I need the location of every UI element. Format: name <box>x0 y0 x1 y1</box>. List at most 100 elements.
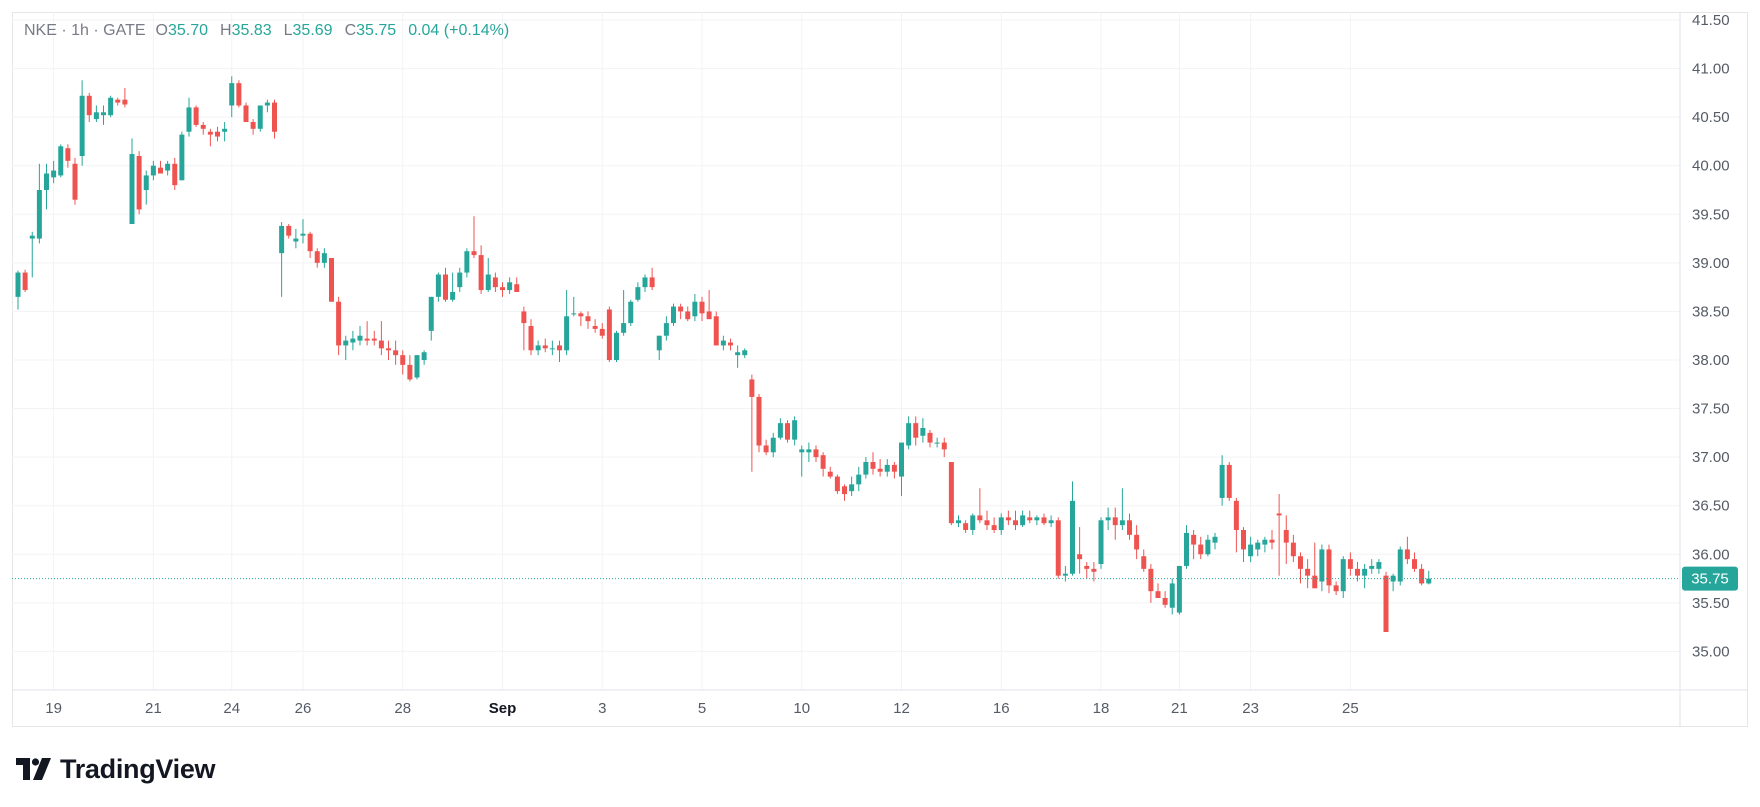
candle-body <box>571 313 577 315</box>
candlestick-chart[interactable]: 41.50 41.00 40.50 40.00 39.50 39.00 38.50 38.00… <box>0 0 1760 740</box>
candle-body <box>699 301 705 314</box>
high-label: H <box>220 22 232 39</box>
candle-body <box>485 274 491 291</box>
candle-body <box>15 272 21 297</box>
candle-body <box>592 326 598 329</box>
candle-body <box>749 379 755 397</box>
candles <box>15 76 1432 633</box>
candle-body <box>991 525 997 531</box>
x-tick-label: Sep <box>489 700 517 717</box>
candle-body <box>222 128 228 132</box>
candle-body <box>272 102 277 132</box>
candle-body <box>913 423 919 438</box>
x-tick-label: 19 <box>45 700 62 717</box>
y-tick-label: 41.50 <box>1692 12 1730 29</box>
x-tick-label: 21 <box>145 700 162 717</box>
candle-body <box>464 251 470 273</box>
candle-body <box>478 255 484 291</box>
candle-body <box>108 97 114 116</box>
candle-body <box>421 352 427 361</box>
candle-body <box>884 464 890 472</box>
candle-body <box>763 445 769 453</box>
candle-body <box>1013 520 1018 526</box>
candle-body <box>927 432 933 443</box>
candle-body <box>172 163 178 186</box>
candle-body <box>984 520 990 526</box>
candle-body <box>1020 515 1026 526</box>
candle-body <box>656 335 662 351</box>
candle-body <box>806 449 812 453</box>
candle-body <box>1176 565 1182 613</box>
candle-body <box>165 163 171 171</box>
low-label: L <box>283 22 293 39</box>
x-tick-label: 18 <box>1093 700 1110 717</box>
candle-body <box>1048 520 1054 524</box>
x-tick-label: 26 <box>295 700 312 717</box>
candle-body <box>1412 559 1417 569</box>
candle-body <box>1212 536 1218 543</box>
candle-body <box>229 83 235 106</box>
candle-body <box>1376 562 1382 569</box>
candle-body <box>1070 500 1075 574</box>
candle-body <box>1162 598 1168 605</box>
candle-body <box>1419 568 1425 584</box>
candle-body <box>621 323 627 333</box>
candle-body <box>386 348 391 351</box>
candle-body <box>101 112 106 116</box>
y-tick-label: 38.00 <box>1692 352 1730 369</box>
candle-body <box>1404 549 1410 560</box>
candle-body <box>1041 517 1047 524</box>
candle-body <box>970 515 976 531</box>
candle-body <box>179 134 185 181</box>
candle-body <box>457 272 463 288</box>
candle-body <box>72 163 78 200</box>
brand-name: TradingView <box>60 753 216 784</box>
high-value: 35.83 <box>231 22 272 39</box>
candle-body <box>1333 585 1339 592</box>
candle-body <box>1198 544 1204 555</box>
candle-body <box>692 301 698 317</box>
ohlc-legend: NKE · 1h · GATE O 35.70 H 35.83 L 35.69 C 35… <box>24 22 509 40</box>
candle-body <box>1084 565 1090 569</box>
candle-body <box>1005 517 1011 521</box>
candle-body <box>79 95 85 157</box>
candle-body <box>129 154 135 225</box>
open-label: O <box>155 22 168 39</box>
candle-body <box>343 340 349 346</box>
candle-body <box>1141 556 1147 569</box>
candle-body <box>735 352 741 356</box>
candle-body <box>756 396 762 446</box>
candle-body <box>1290 542 1296 557</box>
candle-body <box>614 332 619 361</box>
y-tick-label: 41.00 <box>1692 61 1730 78</box>
candle-body <box>58 146 64 176</box>
axes: 41.50 41.00 40.50 40.00 39.50 39.00 38.50 38.00… <box>12 12 1748 727</box>
candle-body <box>300 233 306 236</box>
candle-body <box>1355 568 1360 576</box>
x-tick-label: 23 <box>1242 700 1259 717</box>
candle-body <box>863 462 869 475</box>
candle-body <box>834 476 840 492</box>
candle-body <box>920 428 926 436</box>
candle-body <box>870 462 876 469</box>
candle-body <box>257 105 263 129</box>
candle-body <box>934 442 940 444</box>
x-tick-label: 24 <box>223 700 240 717</box>
candle-body <box>36 190 42 239</box>
candle-body <box>578 313 584 317</box>
candle-body <box>336 301 342 346</box>
candle-body <box>29 235 35 239</box>
candle-body <box>207 131 213 135</box>
candle-body <box>193 107 199 125</box>
tradingview-brand[interactable]: TradingView <box>16 752 216 786</box>
candle-body <box>1390 575 1396 582</box>
candle-body <box>856 474 862 485</box>
candle-body <box>364 338 370 341</box>
candle-body <box>770 437 776 453</box>
candle-body <box>314 251 320 263</box>
candle-body <box>200 124 206 129</box>
close-value: 35.75 <box>356 22 397 39</box>
candle-body <box>549 348 555 350</box>
low-value: 35.69 <box>292 22 333 39</box>
candle-body <box>606 309 612 361</box>
